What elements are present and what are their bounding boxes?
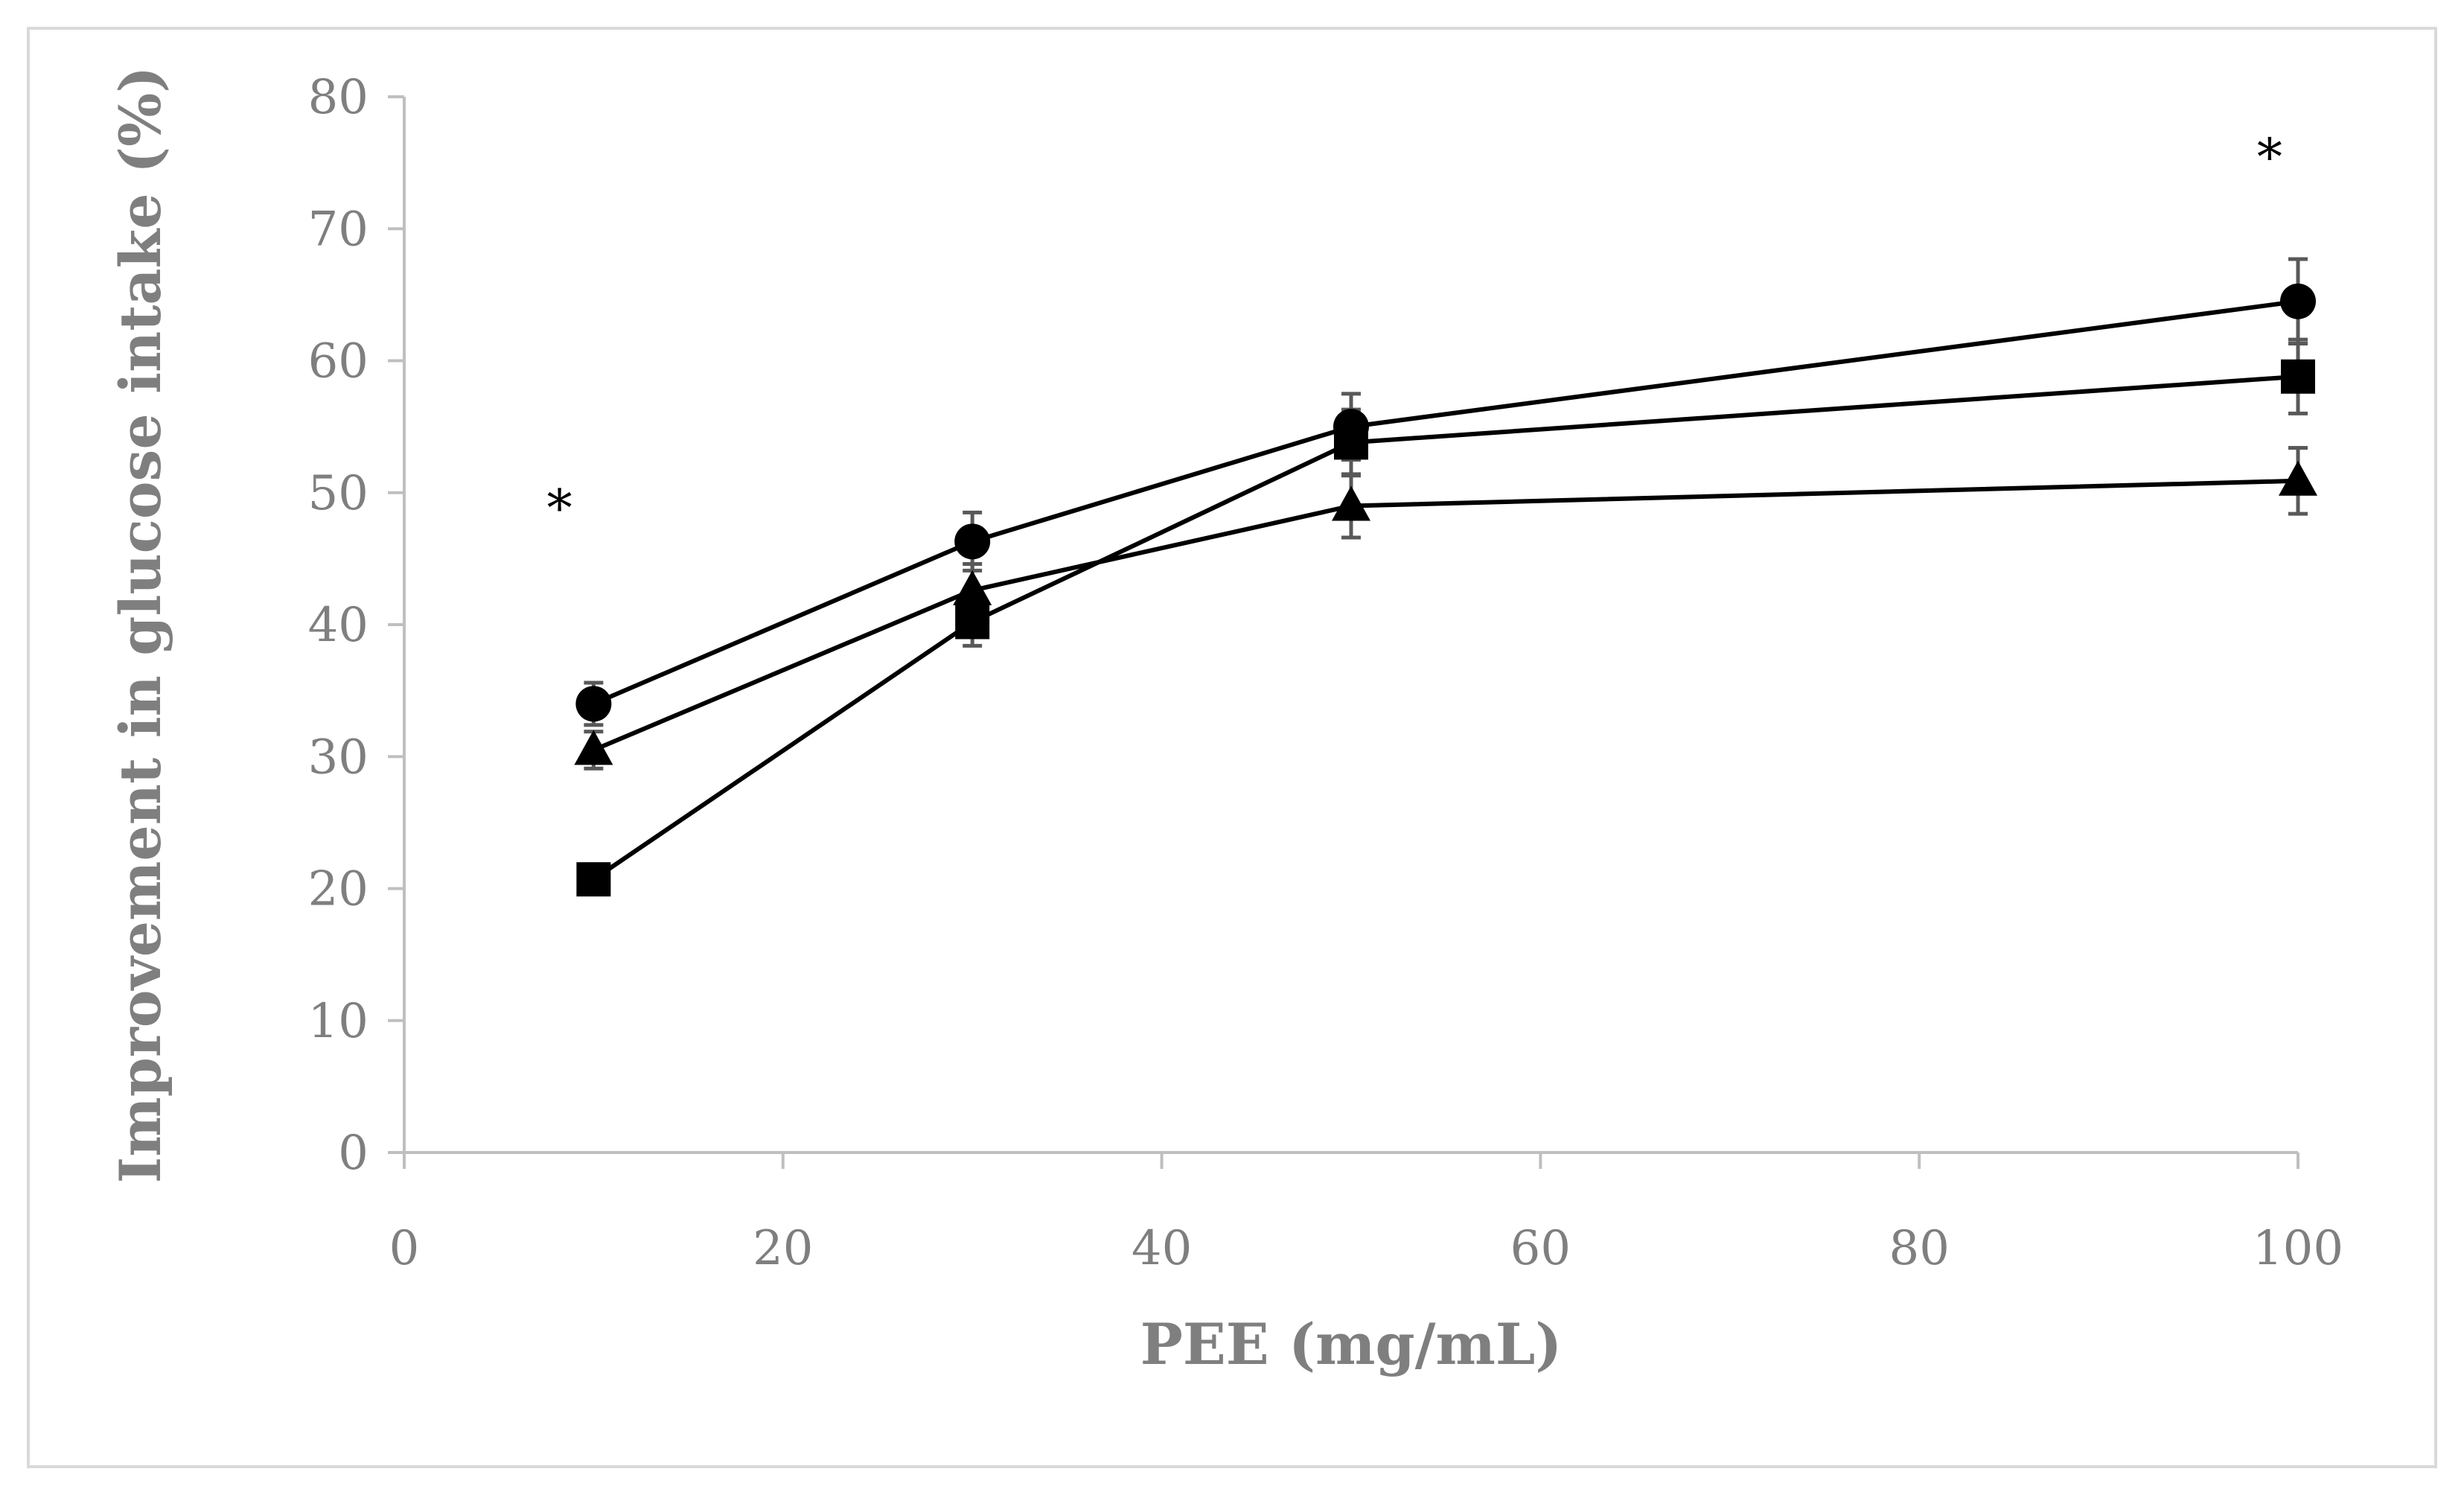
axes — [388, 95, 2299, 1169]
data-point-triangle — [1332, 485, 1370, 521]
x-tick-label: 80 — [1889, 1221, 1949, 1276]
y-tick-label: 10 — [308, 994, 368, 1049]
data-point-circle — [2280, 283, 2316, 319]
significance-asterisk: * — [2257, 128, 2282, 187]
data-point-triangle — [574, 730, 613, 765]
y-tick-label: 40 — [308, 598, 368, 653]
series-line-square — [592, 374, 2299, 882]
chart-frame — [27, 27, 2437, 1468]
data-point-square — [1334, 425, 1368, 460]
y-tick-label: 50 — [308, 466, 368, 521]
data-point-circle — [575, 686, 612, 722]
data-point-circle — [954, 523, 991, 560]
y-tick-label: 30 — [308, 730, 368, 785]
y-tick-label: 80 — [308, 70, 368, 125]
y-tick-label: 60 — [308, 334, 368, 389]
series-markers — [574, 283, 2317, 897]
x-axis-title: PEE (mg/mL) — [1140, 1311, 1563, 1377]
data-point-triangle — [2279, 460, 2317, 496]
error-bars — [584, 257, 2308, 895]
x-tick-label: 40 — [1132, 1221, 1192, 1276]
series-line-circle — [593, 299, 2299, 707]
data-point-square — [576, 862, 611, 897]
data-point-square — [2281, 359, 2315, 394]
y-tick-label: 20 — [308, 862, 368, 917]
data-point-square — [955, 605, 990, 640]
y-tick-label: 70 — [308, 202, 368, 257]
labels: 0 10 20 30 40 50 60 70 80 0 20 40 60 80 100 PEE (mg/mL)… — [107, 66, 2343, 1377]
series-line-triangle — [593, 478, 2299, 753]
data-point-triangle — [953, 570, 992, 605]
significance-asterisk: * — [547, 479, 572, 538]
x-tick-label: 100 — [2253, 1221, 2343, 1276]
y-axis-title: Improvement in glucose intake (%) — [107, 66, 173, 1183]
y-tick-label: 0 — [338, 1126, 368, 1181]
x-tick-label: 60 — [1510, 1221, 1571, 1276]
x-tick-label: 20 — [753, 1221, 813, 1276]
x-tick-label: 0 — [389, 1221, 420, 1276]
series-lines — [592, 299, 2299, 882]
